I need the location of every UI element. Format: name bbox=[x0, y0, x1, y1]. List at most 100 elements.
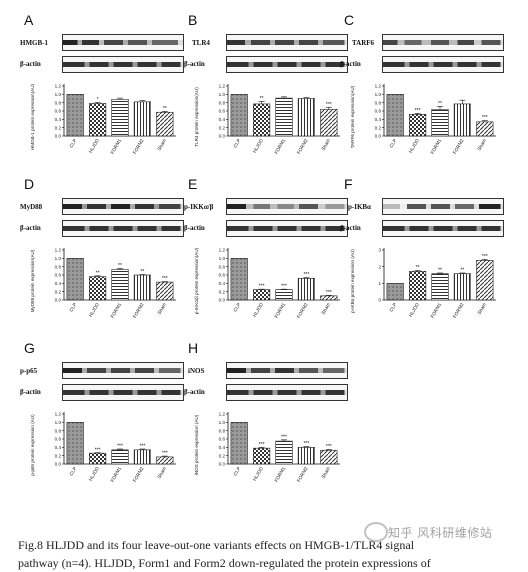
blot-band bbox=[227, 204, 347, 209]
bar-chart: p-IKBα protein expression (AU) 0 1 2 3 CLP ** H… bbox=[350, 248, 496, 320]
x-tick-label: CLP bbox=[233, 138, 243, 149]
y-tick-label: 0.6 bbox=[219, 273, 226, 278]
y-tick-label: 0.2 bbox=[55, 125, 62, 130]
y-tick-label: 0.6 bbox=[55, 109, 62, 114]
x-tick-label: Sham bbox=[321, 138, 332, 152]
y-axis-label: iNOS protein expression (AU) bbox=[194, 414, 199, 475]
y-tick-label: 0.6 bbox=[55, 273, 62, 278]
y-tick-label: 0.4 bbox=[219, 281, 226, 286]
blot-band bbox=[227, 368, 347, 373]
western-blot-actin bbox=[382, 220, 504, 237]
blot-label-target: TLR4 bbox=[192, 39, 210, 47]
significance-label: ** bbox=[460, 268, 464, 274]
blot-label-target: MyD88 bbox=[20, 203, 43, 211]
bar-clp bbox=[66, 258, 84, 301]
y-axis-label: HMGB-1 protein expression(AU) bbox=[30, 83, 35, 150]
western-blot-actin bbox=[382, 56, 504, 73]
y-tick-label: 0.0 bbox=[219, 298, 226, 303]
bar-clp bbox=[230, 422, 248, 465]
panel-e: E p-IKKα/β β-actin p-IKKα/β protein expr… bbox=[184, 176, 354, 340]
bar-chart: MyD88 protein expression(AU) 0.0 0.2 0.4 0.6… bbox=[30, 248, 176, 320]
blot-band bbox=[383, 62, 503, 67]
y-tick-label: 0.8 bbox=[55, 428, 62, 433]
x-tick-label: CLP bbox=[69, 466, 79, 477]
x-tick-label: HLJDD bbox=[252, 466, 265, 483]
significance-label: *** bbox=[139, 444, 145, 450]
x-tick-label: CLP bbox=[233, 302, 243, 313]
y-axis-label: TLR4 protein expression(AU) bbox=[194, 87, 199, 147]
y-tick-label: 0.8 bbox=[55, 100, 62, 105]
bar-form2 bbox=[133, 101, 151, 137]
caption-line-1: Fig.8 HLJDD and its four leave-out-one v… bbox=[18, 538, 415, 552]
y-axis-label: TARF6 protein expression(AU) bbox=[350, 85, 355, 148]
y-tick-label: 0.6 bbox=[219, 437, 226, 442]
significance-label: *** bbox=[281, 434, 287, 440]
y-tick-label: 1 bbox=[378, 281, 381, 286]
y-tick-label: 0.8 bbox=[55, 264, 62, 269]
bar-chart: HMGB-1 protein expression(AU) 0.0 0.2 0.4 0.… bbox=[30, 83, 176, 156]
y-tick-label: 1.0 bbox=[55, 256, 62, 261]
panel-letter: F bbox=[344, 176, 353, 192]
western-blot-actin bbox=[62, 220, 184, 237]
y-tick-label: 1.2 bbox=[219, 412, 226, 417]
y-tick-label: 0.2 bbox=[375, 125, 382, 130]
x-tick-label: CLP bbox=[69, 302, 79, 313]
y-tick-label: 0.0 bbox=[55, 462, 62, 467]
panel-c: C TARF6 β-actin TARF6 protein expression… bbox=[340, 12, 510, 176]
x-tick-label: FORM2 bbox=[132, 302, 146, 320]
blot-band bbox=[63, 62, 183, 67]
y-tick-label: 0.4 bbox=[55, 117, 62, 122]
x-tick-label: CLP bbox=[69, 138, 79, 149]
significance-label: *** bbox=[117, 444, 123, 450]
watermark-logo-icon bbox=[364, 522, 388, 542]
bar-sham bbox=[156, 111, 174, 137]
blot-band bbox=[227, 40, 347, 45]
y-tick-label: 0 bbox=[378, 298, 381, 303]
x-tick-label: HLJDD bbox=[88, 138, 101, 155]
western-blot-target bbox=[62, 362, 184, 379]
y-tick-label: 0.0 bbox=[55, 298, 62, 303]
y-tick-label: 0.6 bbox=[55, 437, 62, 442]
blot-label-actin: β-actin bbox=[184, 60, 205, 68]
y-tick-label: 0.0 bbox=[375, 134, 382, 139]
figure-caption: Fig.8 HLJDD and its four leave-out-one v… bbox=[18, 536, 514, 572]
blot-band bbox=[227, 226, 347, 231]
blot-label-target: iNOS bbox=[188, 367, 205, 375]
x-tick-label: HLJDD bbox=[408, 302, 421, 319]
bar-form1 bbox=[431, 273, 449, 301]
bar-sham bbox=[320, 109, 338, 137]
significance-label: ** bbox=[140, 269, 144, 275]
bar-chart: TARF6 protein expression(AU) 0.0 0.2 0.4 0.6… bbox=[350, 84, 496, 156]
x-tick-label: Sham bbox=[157, 466, 168, 480]
y-axis-label: MyD88 protein expression(AU) bbox=[30, 249, 35, 312]
bar-form1 bbox=[431, 109, 449, 137]
x-tick-label: FORM1 bbox=[274, 138, 288, 156]
bar-form2 bbox=[297, 447, 315, 465]
x-tick-label: FORM2 bbox=[132, 138, 146, 156]
x-tick-label: Sham bbox=[157, 138, 168, 152]
significance-label: ** bbox=[416, 265, 420, 271]
western-blot-target bbox=[226, 362, 348, 379]
western-blot-target bbox=[382, 198, 504, 215]
y-axis-label: p-IKBα protein expression (AU) bbox=[350, 249, 355, 313]
significance-label: *** bbox=[326, 444, 332, 450]
blot-band bbox=[383, 40, 503, 45]
significance-label: *** bbox=[162, 451, 168, 457]
y-tick-label: 0.2 bbox=[55, 453, 62, 458]
significance-label: *** bbox=[415, 108, 421, 114]
western-blot-actin bbox=[62, 56, 184, 73]
y-tick-label: 0.2 bbox=[219, 125, 226, 130]
y-tick-label: 1.2 bbox=[219, 248, 226, 253]
x-tick-label: CLP bbox=[389, 138, 399, 149]
y-tick-label: 1.2 bbox=[55, 248, 62, 253]
x-tick-label: FORM1 bbox=[110, 302, 124, 320]
bar-form2 bbox=[453, 103, 471, 137]
blot-band bbox=[383, 204, 503, 209]
panel-letter: H bbox=[188, 340, 199, 356]
watermark-text: 知乎 风科研维修站 bbox=[388, 526, 493, 540]
western-blot-actin bbox=[226, 384, 348, 401]
bar-hljdd bbox=[409, 271, 427, 301]
bar-sham bbox=[156, 456, 174, 465]
significance-label: *** bbox=[482, 254, 488, 260]
blot-band bbox=[383, 226, 503, 231]
